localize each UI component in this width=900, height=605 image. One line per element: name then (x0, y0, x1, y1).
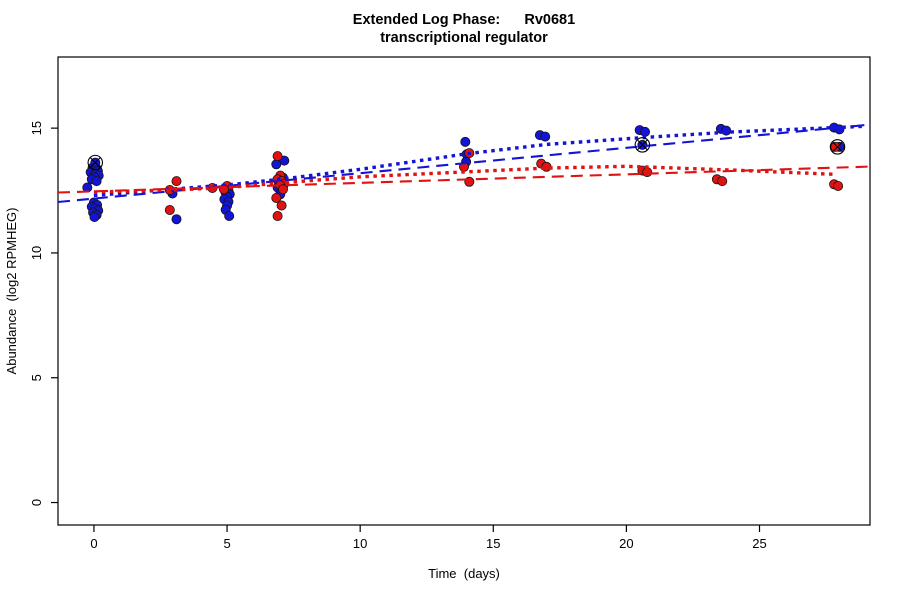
blue-condition-points (224, 210, 235, 221)
plot-box (57, 56, 871, 526)
x-axis-tick-label: 5 (223, 536, 230, 551)
red-condition-points (276, 200, 287, 211)
blue-linear-fit-line (57, 124, 865, 204)
data-points-layer (82, 122, 845, 225)
flagged-point-marker (87, 154, 104, 171)
y-axis-tick-label: 10 (29, 246, 44, 260)
x-axis-label: Time (days) (428, 566, 500, 581)
red-lowess-fit-line (93, 164, 835, 194)
y-axis-label: Abundance (log2 RPMHEG) (4, 208, 19, 375)
red-condition-points (171, 176, 182, 187)
trend-lines-layer (57, 124, 869, 204)
red-condition-points (271, 192, 282, 203)
red-condition-points (164, 204, 175, 215)
blue-condition-points (171, 214, 182, 225)
x-axis-tick-label: 25 (752, 536, 766, 551)
y-axis-tick-label: 0 (29, 499, 44, 506)
red-condition-points (642, 167, 653, 178)
blue-condition-points (271, 159, 282, 170)
blue-condition-points (89, 211, 100, 222)
x-axis-tick-label: 20 (619, 536, 633, 551)
flagged-point-marker (829, 139, 846, 155)
y-axis-tick-label: 5 (29, 374, 44, 381)
blue-condition-points (91, 176, 102, 187)
x-axis-tick-label: 10 (353, 536, 367, 551)
red-condition-points (717, 176, 728, 187)
x-axis-tick-label: 0 (90, 536, 97, 551)
red-condition-points (272, 151, 283, 162)
blue-condition-points (540, 131, 551, 142)
red-condition-points (833, 180, 844, 191)
chart-title-line2: transcriptional regulator (380, 30, 548, 46)
red-condition-points (830, 141, 841, 152)
red-condition-points (277, 184, 288, 195)
red-condition-points (272, 210, 283, 221)
blue-condition-points (460, 136, 471, 147)
flagged-markers-layer (87, 137, 846, 171)
blue-condition-points (640, 126, 651, 137)
x-axis-tick-label: 15 (486, 536, 500, 551)
flagged-point-marker (634, 137, 651, 153)
chart-title-line1: Extended Log Phase: Rv0681 (353, 12, 575, 28)
axis-ticks-layer: 0 5 10 15 20 25 0 5 10 15 (29, 121, 767, 551)
y-axis-tick-label: 15 (29, 121, 44, 135)
